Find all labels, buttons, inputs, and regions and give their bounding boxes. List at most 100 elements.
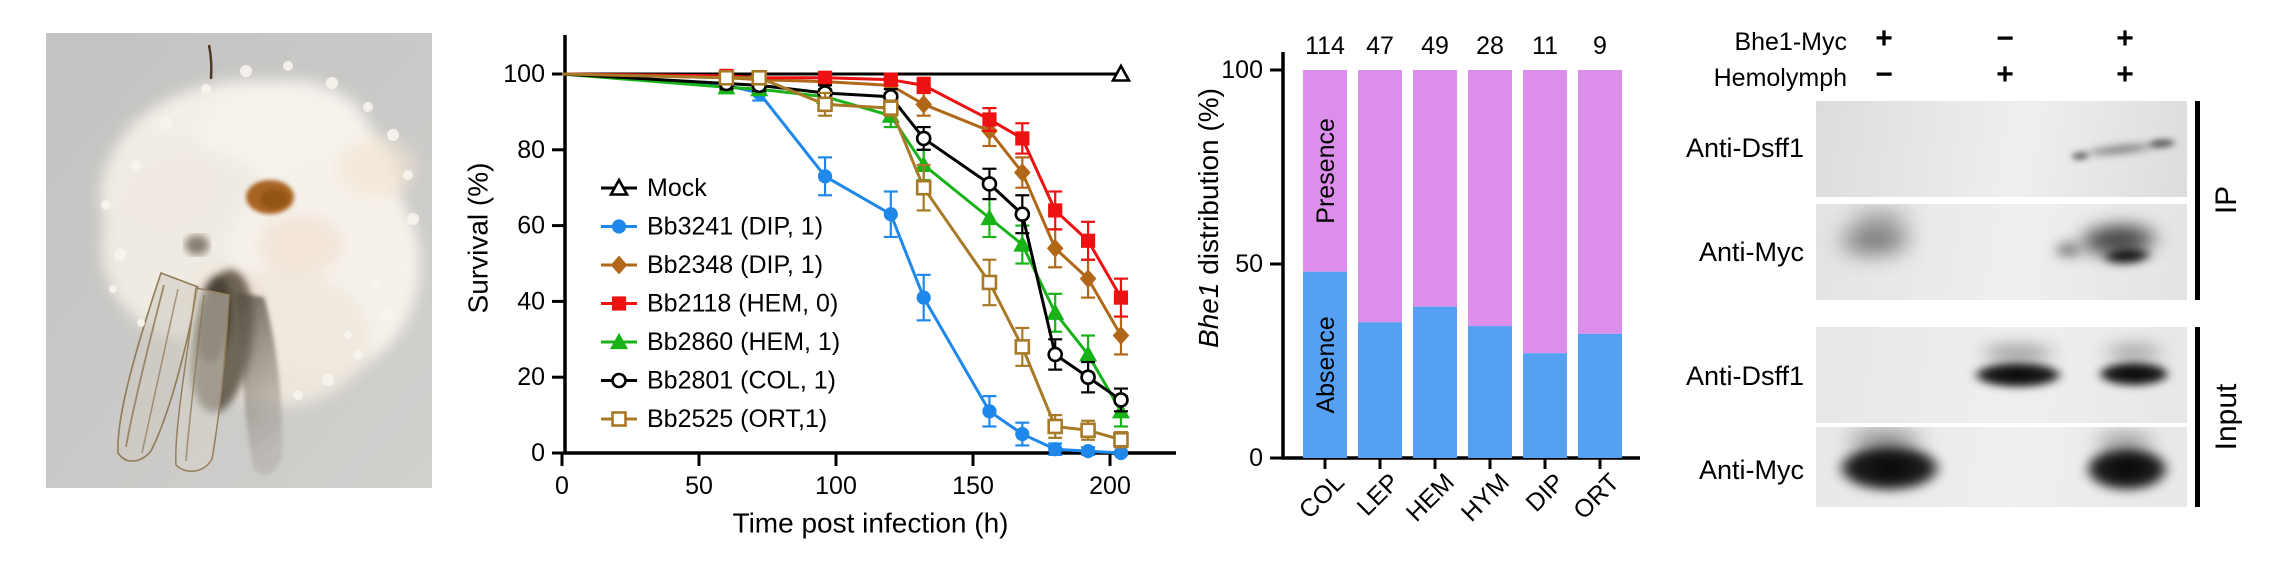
x-tick-label: 100 [815,472,857,500]
square-marker [982,112,997,127]
square-marker [1014,339,1031,355]
circle-marker [1015,426,1030,442]
sign-hemolymph-lane1: − [1875,58,1893,91]
input-bracket [2195,327,2200,507]
square-marker [882,100,899,116]
legend-marker-2 [610,255,628,275]
absence-segment [1468,326,1512,458]
survival-series-0 [562,63,1132,82]
diamond-marker [1079,269,1097,289]
bar-y-tick-label: 50 [1235,250,1263,278]
square-marker [1113,290,1129,305]
blot-strip-1-anti-myc [1816,204,2187,300]
survival-y-axis-title: Survival (%) [463,163,494,314]
blot-band [2140,134,2184,152]
legend-label-5: Bb2801 (COL, 1) [647,367,836,395]
fly-photo [46,33,432,488]
circle-marker [915,130,932,147]
diamond-marker [915,94,932,114]
square-marker [981,274,998,291]
blot-row-label-input-anti-myc: Anti-Myc [1698,455,1804,485]
absence-segment-label: Absence [1312,316,1340,413]
circle-marker [981,176,998,192]
presence-segment [1358,70,1402,323]
bar-y-tick-label: 100 [1221,56,1263,84]
fly-eye [246,180,294,214]
blot-band [1825,427,1945,455]
square-marker [1113,431,1129,448]
circle-marker [1048,442,1063,457]
blot-row-label-input-anti-dsff1: Anti-Dsff1 [1685,361,1804,391]
survival-legend: Mock Bb3241 (DIP, 1) Bb2348 (DIP, 1) Bb2118… [601,174,840,433]
triangle-marker [980,208,999,226]
blot-strip-0-anti-dsff1 [1816,101,2187,197]
sign-bhe1myc-lane3: + [2116,22,2134,55]
blot-strip-2-anti-dsff1 [1816,327,2187,423]
left-wing [117,271,199,462]
sign-bhe1myc-lane1: + [1875,22,1893,55]
y-tick-label: 100 [503,60,545,88]
presence-segment [1303,70,1347,272]
square-marker [1080,233,1096,248]
blot-condition-label-bhe1myc: Bhe1-Myc [1734,28,1847,56]
legend-item-0: Mock [601,174,707,202]
ip-bracket [2195,101,2200,300]
sign-hemolymph-lane3: + [2116,58,2134,91]
fly-antenna [207,44,213,80]
blot-condition-label-hemolymph: Hemolymph [1713,64,1847,92]
bar-count-label: 114 [1305,32,1345,60]
diamond-marker [1112,326,1130,345]
x-tick-label: 0 [555,472,569,500]
blot-band [1959,341,2077,365]
legend-label-2: Bb2348 (DIP, 1) [647,251,823,279]
square-marker [718,69,735,86]
survival-x-axis-title: Time post infection (h) [733,508,1009,539]
x-tick-label: 150 [952,472,994,500]
legend-item-3: Bb2118 (HEM, 0) [601,290,838,318]
presence-segment [1413,70,1457,307]
legend-label-3: Bb2118 (HEM, 0) [647,290,838,318]
triangle-marker [1110,63,1132,82]
fly-head-spot [185,235,209,255]
ip-group-label: IP [2210,185,2243,215]
legend-marker-3 [611,296,627,311]
bar-count-label: 28 [1476,32,1504,60]
y-tick-label: 60 [517,212,545,240]
legend-label-6: Bb2525 (ORT,1) [647,405,827,433]
blot-band [2065,148,2095,164]
bar-y-tick-label: 0 [1249,444,1263,472]
bar-count-label: 47 [1366,32,1394,60]
legend-item-2: Bb2348 (DIP, 1) [601,251,823,279]
circle-marker [1080,444,1096,459]
legend-label-0: Mock [647,174,707,202]
triangle-marker [1046,303,1065,320]
survival-axis-ticks: 0 20 40 60 80 100 0 50 100 150 200 [503,60,1131,500]
circle-marker [1113,392,1129,408]
circle-marker [1047,346,1063,363]
circle-marker [1080,369,1096,386]
y-tick-label: 0 [531,439,545,467]
circle-marker [1014,206,1031,223]
square-marker [915,179,932,196]
square-marker [817,96,833,113]
blot-band [2087,341,2181,363]
presence-segment [1468,70,1512,327]
blot-band [1832,204,1928,232]
square-marker [916,78,931,93]
sign-hemolymph-lane2: + [1996,58,2014,91]
blot-strip-3-anti-myc [1816,427,2187,507]
absence-segment [1358,322,1402,458]
absence-segment [1413,306,1457,458]
square-marker [883,72,898,87]
presence-segment-label: Presence [1312,118,1340,224]
bar-count-label: 9 [1593,32,1607,60]
legend-label-1: Bb3241 (DIP, 1) [647,213,823,241]
right-dark-wing [236,293,283,475]
legend-item-6: Bb2525 (ORT,1) [601,405,827,433]
circle-marker [982,404,997,419]
input-group-label: Input [2210,383,2243,451]
